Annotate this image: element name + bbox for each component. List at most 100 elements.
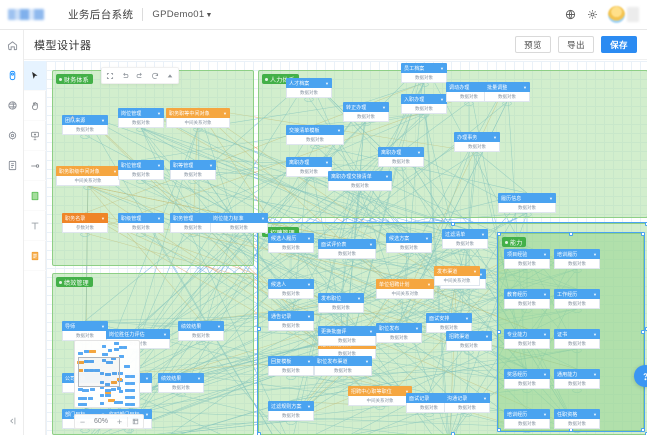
model-node[interactable]: 离职办理 ▼ 数据对象 — [378, 147, 424, 167]
text-tool[interactable] — [24, 211, 46, 241]
model-node[interactable]: 职位管理 ▼ 数据对象 — [118, 160, 164, 180]
chevron-down-icon[interactable]: ▼ — [592, 251, 597, 257]
node-header[interactable]: 培训履历 ▼ — [554, 249, 600, 259]
minimap[interactable] — [74, 340, 140, 408]
resize-handle[interactable] — [497, 330, 501, 334]
node-header[interactable]: 职务名录 ▼ — [62, 213, 108, 223]
model-node[interactable]: 候选人履历 ▼ 数据对象 — [268, 233, 314, 253]
chevron-down-icon[interactable]: ▼ — [196, 375, 201, 381]
chevron-down-icon[interactable]: ▼ — [542, 291, 547, 297]
node-header[interactable]: 职等管理 ▼ — [170, 160, 216, 170]
node-header[interactable]: 员工档案 ▼ — [401, 63, 447, 73]
chevron-down-icon[interactable]: ▼ — [424, 235, 429, 241]
node-header[interactable]: 候选人履历 ▼ — [268, 233, 314, 243]
node-header[interactable]: 转正办理 ▼ — [343, 102, 389, 112]
chevron-down-icon[interactable]: ▼ — [208, 162, 213, 168]
resize-handle[interactable] — [641, 428, 645, 432]
chevron-down-icon[interactable]: ▼ — [404, 388, 409, 394]
chevron-down-icon[interactable]: ▼ — [522, 84, 527, 90]
node-header[interactable]: 职位发布渠道 ▼ — [314, 356, 372, 366]
model-node[interactable]: 岗位管理 ▼ 数据对象 — [118, 108, 164, 128]
node-header[interactable]: 沟通记录 ▼ — [444, 393, 490, 403]
chevron-down-icon[interactable]: ▼ — [306, 403, 311, 409]
rail-item-home[interactable] — [0, 30, 24, 60]
resize-handle[interactable] — [497, 428, 501, 432]
chevron-down-icon[interactable]: ▼ — [156, 162, 161, 168]
node-header[interactable]: 过滤清单 ▼ — [442, 229, 488, 239]
minimap-viewport[interactable] — [78, 357, 120, 387]
resize-handle[interactable] — [257, 432, 261, 435]
model-node[interactable]: 导师 ▼ 数据对象 — [62, 321, 108, 341]
model-node[interactable]: 工作经历 ▼ 数据对象 — [554, 289, 600, 309]
model-node[interactable]: 岗位能力标准 ▼ 数据对象 — [210, 213, 268, 233]
node-header[interactable]: 离职办理 ▼ — [286, 157, 332, 167]
rail-collapse-button[interactable] — [0, 411, 24, 431]
node-header[interactable]: 更换批面评 ▼ — [318, 326, 376, 336]
resize-handle[interactable] — [451, 222, 455, 226]
rail-item-globe[interactable] — [0, 90, 24, 120]
node-header[interactable]: 岗位胜任力评估 ▼ — [106, 329, 170, 339]
chevron-down-icon[interactable]: ▼ — [144, 375, 149, 381]
chevron-down-icon[interactable]: ▼ — [368, 328, 373, 334]
node-header[interactable]: 团队来源 ▼ — [62, 115, 108, 125]
hand-tool[interactable] — [24, 91, 46, 121]
chevron-down-icon[interactable]: ▼ — [306, 358, 311, 364]
chevron-down-icon[interactable]: ▼ — [439, 96, 444, 102]
gear-icon[interactable] — [583, 6, 601, 24]
chevron-down-icon[interactable]: ▼ — [100, 117, 105, 123]
node-header[interactable]: 奖惩经历 ▼ — [504, 369, 550, 379]
model-node[interactable]: 招聘中心职等职位 ▼ 中间关系对象 — [348, 386, 412, 406]
node-header[interactable]: 导师 ▼ — [62, 321, 108, 331]
chevron-down-icon[interactable]: ▼ — [592, 331, 597, 337]
chevron-down-icon[interactable]: ▼ — [356, 295, 361, 301]
rail-item-settings[interactable] — [0, 120, 24, 150]
refresh-icon[interactable] — [151, 72, 159, 80]
resize-handle[interactable] — [497, 232, 501, 236]
chevron-down-icon[interactable]: ▼ — [306, 235, 311, 241]
canvas-left-handle[interactable] — [69, 113, 76, 122]
avatar[interactable] — [608, 6, 625, 23]
model-node[interactable]: 团队来源 ▼ 数据对象 — [62, 115, 108, 135]
chevron-down-icon[interactable]: ▼ — [368, 241, 373, 247]
node-header[interactable]: 工作经历 ▼ — [554, 289, 600, 299]
node-header[interactable]: 批量调整 ▼ — [484, 82, 530, 92]
model-node[interactable]: 发布职位 ▼ 数据对象 — [318, 293, 364, 313]
model-node[interactable]: 面试安排 ▼ 数据对象 — [426, 313, 472, 333]
model-node[interactable]: 离职办理交接清单 ▼ 数据对象 — [328, 171, 392, 191]
node-header[interactable]: 入职办理 ▼ — [401, 94, 447, 104]
model-node[interactable]: 职级管理 ▼ 数据对象 — [118, 213, 164, 233]
node-header[interactable]: 职级管理 ▼ — [118, 213, 164, 223]
resize-handle[interactable] — [257, 327, 261, 331]
node-header[interactable]: 培训经历 ▼ — [504, 409, 550, 419]
rail-item-model[interactable] — [0, 60, 24, 90]
model-node[interactable]: 培训经历 ▼ 数据对象 — [504, 409, 550, 429]
chevron-down-icon[interactable]: ▼ — [416, 149, 421, 155]
zoom-out-button[interactable]: − — [79, 416, 86, 427]
chevron-down-icon[interactable]: ▼ — [484, 333, 489, 339]
connector-tool[interactable] — [24, 151, 46, 181]
chevron-down-icon[interactable]: ▼ — [542, 411, 547, 417]
chevron-down-icon[interactable]: ▼ — [478, 271, 483, 277]
help-fab[interactable] — [634, 365, 647, 387]
model-node[interactable]: 奖惩经历 ▼ 数据对象 — [504, 369, 550, 389]
chevron-down-icon[interactable]: ▼ — [306, 313, 311, 319]
node-header[interactable]: 办理事务 ▼ — [454, 132, 500, 142]
node-header[interactable]: 招聘中心职等职位 ▼ — [348, 386, 412, 396]
chevron-down-icon[interactable]: ▼ — [592, 291, 597, 297]
node-header[interactable]: 面试评价表 ▼ — [318, 239, 376, 249]
model-node[interactable]: 证书 ▼ 数据对象 — [554, 329, 600, 349]
chevron-down-icon[interactable]: ▼ — [336, 127, 341, 133]
chevron-down-icon[interactable]: ▼ — [480, 231, 485, 237]
chevron-down-icon[interactable]: ▼ — [324, 80, 329, 86]
node-header[interactable]: 通用能力 ▼ — [554, 369, 600, 379]
node-header[interactable]: 候选方案 ▼ — [386, 233, 432, 243]
chevron-down-icon[interactable]: ▼ — [482, 395, 487, 401]
chevron-down-icon[interactable]: ▼ — [439, 65, 444, 71]
export-button[interactable]: 导出 — [558, 36, 594, 53]
zoom-in-button[interactable]: + — [116, 416, 123, 427]
node-header[interactable]: 教育经历 ▼ — [504, 289, 550, 299]
chevron-down-icon[interactable]: ▼ — [364, 358, 369, 364]
undo-icon[interactable] — [121, 72, 129, 80]
model-node[interactable]: 过滤规则方案 ▼ 数据对象 — [268, 401, 314, 421]
globe-icon[interactable] — [561, 6, 579, 24]
